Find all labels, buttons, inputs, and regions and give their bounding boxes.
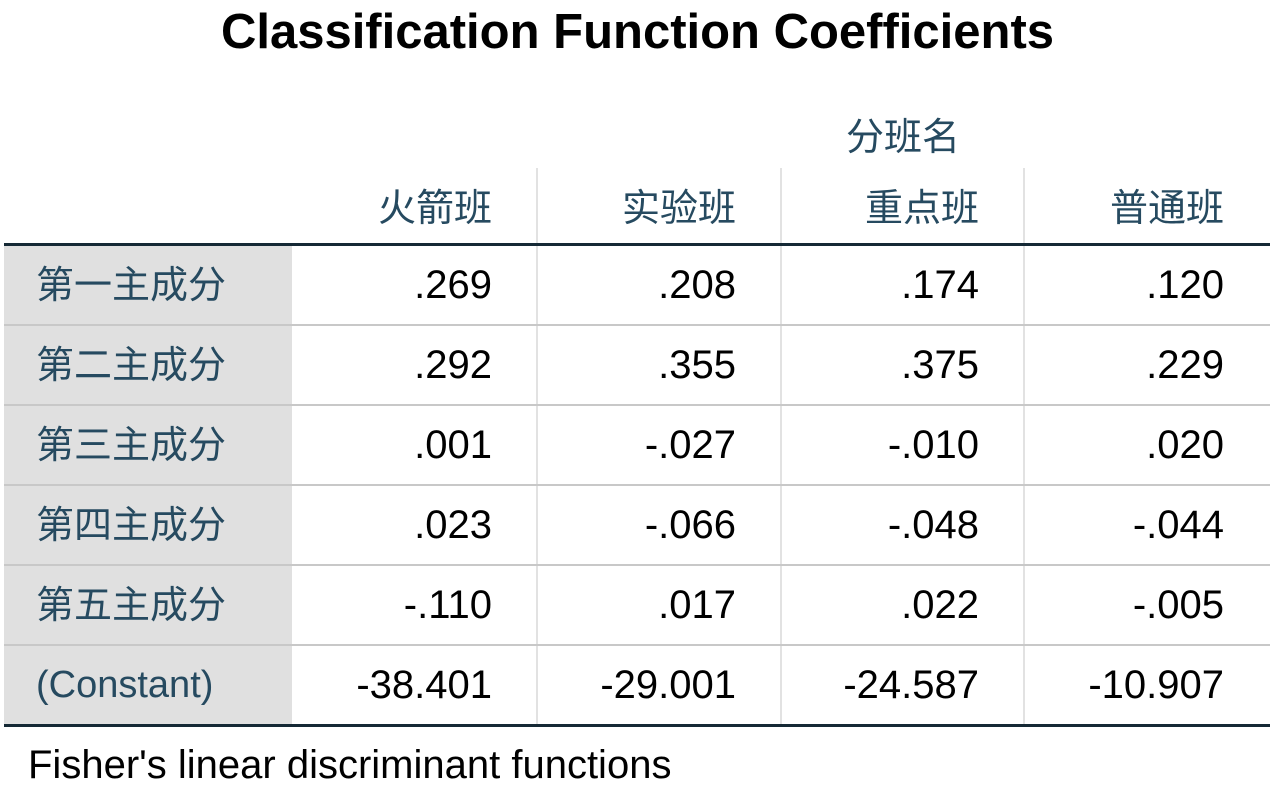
table-cell: .292 [414,343,492,387]
column-divider [536,168,538,244]
table-cell: .020 [1146,423,1224,467]
row-divider [4,644,1270,646]
table-cell: .229 [1146,343,1224,387]
table-cell: -24.587 [843,663,979,707]
table-cell: .023 [414,503,492,547]
column-divider [536,326,538,404]
column-header: 火箭班 [377,186,492,230]
column-divider [780,168,782,244]
column-divider [780,486,782,564]
table-bottom-rule [4,724,1270,727]
table-cell: -.005 [1132,583,1224,627]
row-divider [4,324,1270,326]
table-cell: .208 [658,263,736,307]
column-divider [1023,566,1025,644]
column-divider [536,646,538,724]
column-divider [780,646,782,724]
table-cell: .174 [901,263,979,307]
column-header: 重点班 [864,186,979,230]
column-divider [1023,168,1025,244]
column-divider [536,246,538,324]
row-label-background [4,566,292,644]
column-divider [536,566,538,644]
row-label: 第三主成分 [36,423,227,467]
column-divider [780,406,782,484]
column-divider [1023,486,1025,564]
row-label: 第二主成分 [36,343,227,387]
table-cell: .355 [658,343,736,387]
column-divider [780,326,782,404]
row-label-background [4,406,292,484]
table-cell: .001 [414,423,492,467]
table-cell: .022 [901,583,979,627]
group-header: 分班名 [845,115,960,159]
row-label: 第四主成分 [36,503,227,547]
column-header: 普通班 [1109,186,1224,230]
table-cell: -.010 [887,423,979,467]
row-label: (Constant) [36,664,214,706]
table-cell: -.048 [887,503,979,547]
row-label-background [4,246,292,324]
column-divider [536,406,538,484]
table-top-rule [4,243,1270,246]
table-cell: -29.001 [600,663,736,707]
table-cell: .269 [414,263,492,307]
row-label-background [4,326,292,404]
row-label: 第五主成分 [36,583,227,627]
column-divider [780,566,782,644]
row-label: 第一主成分 [36,263,227,307]
column-header: 实验班 [621,186,736,230]
table-cell: .017 [658,583,736,627]
table-cell: -.044 [1132,503,1224,547]
table-cell: -.066 [644,503,736,547]
row-label-background [4,646,292,724]
column-divider [1023,406,1025,484]
table-cell: -.027 [644,423,736,467]
column-divider [1023,326,1025,404]
row-divider [4,484,1270,486]
column-divider [1023,646,1025,724]
column-divider [780,246,782,324]
row-divider [4,564,1270,566]
table-cell: -10.907 [1088,663,1224,707]
row-divider [4,404,1270,406]
table-cell: .375 [901,343,979,387]
table-cell: -38.401 [356,663,492,707]
table-footnote: Fisher's linear discriminant functions [28,743,672,787]
row-label-background [4,486,292,564]
table-title: Classification Function Coefficients [220,5,1055,59]
column-divider [1023,246,1025,324]
table-cell: .120 [1146,263,1224,307]
table-cell: -.110 [403,583,492,627]
column-divider [536,486,538,564]
